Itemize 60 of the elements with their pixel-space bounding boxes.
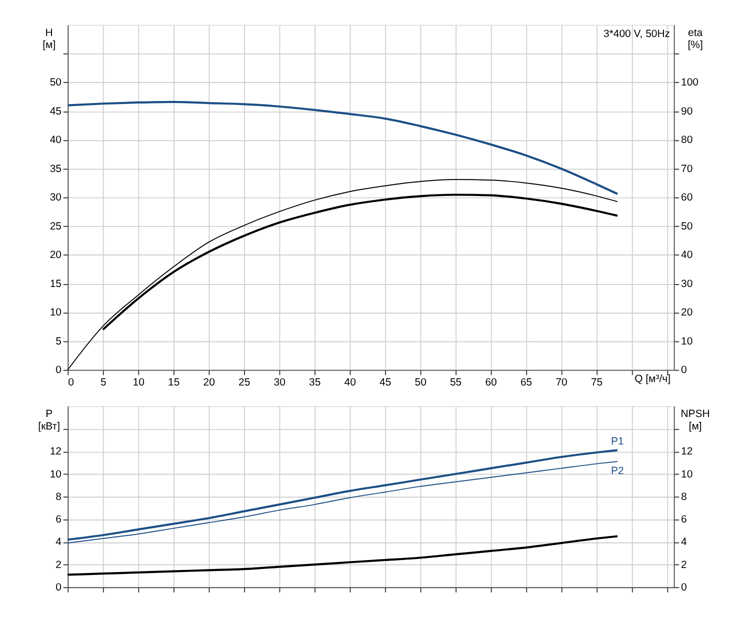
- y-tick-label: 45: [50, 106, 62, 118]
- y2-tick-label: 8: [680, 492, 687, 503]
- y-tick-label: 8: [56, 492, 62, 503]
- x-tick-label: 5: [100, 378, 106, 389]
- y2-axis-title: eta [%]: [688, 28, 703, 52]
- y2-tick-label: 80: [680, 135, 693, 146]
- y-axis-title: P [кВт]: [38, 409, 60, 432]
- y-tick-label: 0: [56, 582, 62, 594]
- y-tick-label: 35: [50, 164, 62, 175]
- series-label: P1: [611, 436, 624, 448]
- y2-tick-label: 70: [680, 164, 693, 175]
- y-tick-label: 0: [56, 365, 62, 376]
- series-label: P2: [611, 466, 624, 477]
- y-tick-label: 40: [50, 135, 62, 146]
- x-tick-label: 60: [485, 378, 498, 389]
- y2-tick-label: 0: [680, 365, 687, 376]
- y2-tick-label: 10: [680, 336, 693, 348]
- y-tick-label: 10: [50, 308, 62, 319]
- y2-tick-label: 2: [680, 560, 687, 571]
- y2-tick-label: 6: [680, 514, 687, 526]
- y2-tick-label: 100: [680, 78, 699, 89]
- y-tick-label: 4: [56, 537, 62, 548]
- x-tick-label: 35: [309, 378, 321, 389]
- y2-tick-label: 40: [680, 250, 693, 262]
- y-tick-label: 50: [50, 78, 62, 89]
- x-axis-title: Q [м³/ч]: [634, 374, 671, 385]
- x-tick-label: 30: [274, 378, 286, 389]
- x-tick-label: 20: [203, 378, 216, 389]
- x-tick-label: 70: [556, 378, 568, 389]
- y2-tick-label: 0: [680, 582, 687, 594]
- y2-tick-label: 60: [680, 192, 693, 204]
- y2-tick-label: 30: [680, 278, 693, 290]
- y-tick-label: 6: [56, 514, 62, 526]
- x-tick-label: 45: [380, 378, 392, 389]
- y-tick-label: 12: [50, 446, 62, 458]
- y-tick-label: 30: [50, 192, 62, 204]
- y2-tick-label: 90: [680, 106, 693, 118]
- x-tick-label: 55: [450, 378, 462, 389]
- y2-tick-label: 10: [680, 469, 693, 480]
- y-tick-label: 2: [56, 560, 62, 571]
- annotation: 3*400 V, 50Hz: [603, 29, 670, 40]
- y2-axis-title: NPSH [м]: [680, 409, 710, 432]
- y2-tick-label: 4: [680, 537, 687, 548]
- y2-tick-label: 20: [680, 308, 693, 319]
- y-axis-title: H [м]: [42, 28, 56, 52]
- y2-tick-label: 12: [680, 446, 693, 458]
- x-tick-label: 15: [168, 378, 180, 389]
- x-tick-label: 0: [68, 378, 74, 389]
- x-tick-label: 10: [132, 378, 145, 389]
- x-tick-label: 75: [590, 378, 603, 389]
- y-tick-label: 15: [50, 278, 62, 290]
- x-tick-label: 65: [520, 378, 532, 389]
- y2-tick-label: 50: [680, 221, 693, 232]
- x-tick-label: 25: [238, 378, 250, 389]
- x-tick-label: 50: [414, 378, 427, 389]
- y-tick-label: 5: [56, 336, 62, 348]
- x-tick-label: 40: [344, 378, 356, 389]
- y-tick-label: 20: [50, 250, 62, 262]
- y-tick-label: 25: [50, 221, 62, 232]
- y-tick-label: 10: [50, 469, 62, 480]
